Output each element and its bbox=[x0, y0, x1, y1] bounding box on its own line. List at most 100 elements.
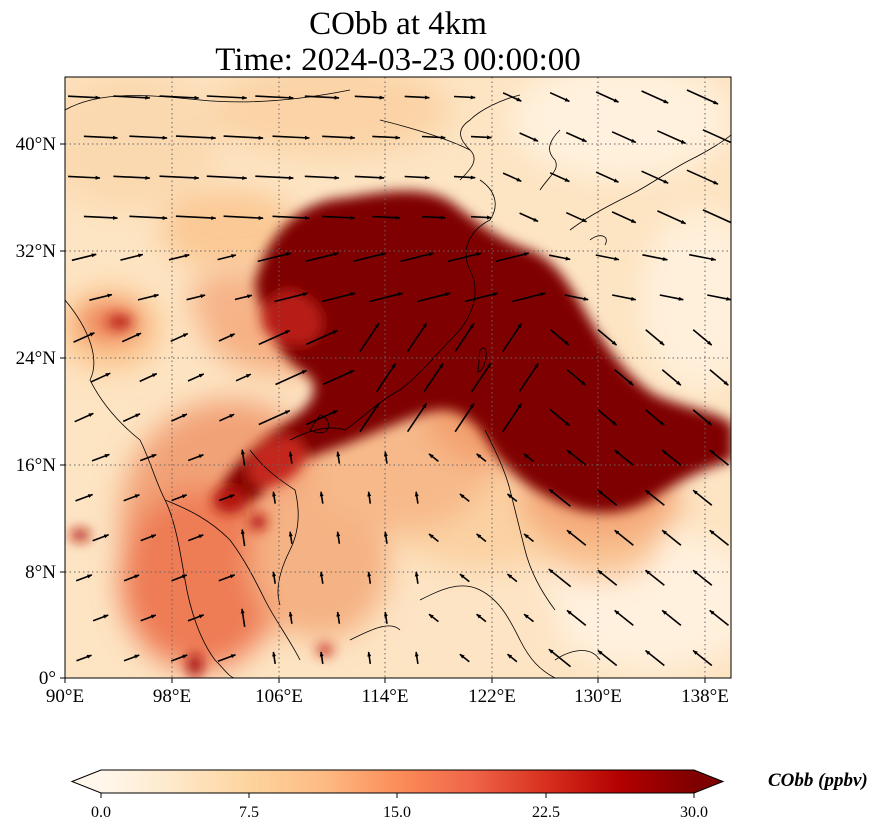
wind-arrow bbox=[240, 449, 246, 466]
wind-arrow bbox=[502, 402, 523, 433]
wind-arrow bbox=[223, 215, 264, 220]
wind-arrow bbox=[595, 91, 619, 103]
wind-arrow bbox=[288, 531, 293, 544]
wind-arrow bbox=[614, 529, 634, 546]
wind-arrow bbox=[223, 135, 264, 140]
wind-arrow bbox=[459, 653, 470, 663]
wind-arrow bbox=[417, 292, 451, 303]
wind-arrow bbox=[257, 252, 292, 263]
wind-arrow bbox=[642, 254, 668, 261]
wind-arrow bbox=[123, 654, 140, 662]
wind-arrow bbox=[470, 215, 492, 220]
wind-arrow bbox=[321, 292, 356, 303]
wind-arrow bbox=[304, 175, 340, 180]
map-area bbox=[65, 77, 731, 678]
wind-arrow bbox=[471, 362, 492, 393]
colorbar: 0.0 7.5 15.0 22.5 30.0 bbox=[70, 769, 725, 821]
lat-tick-0: 0° bbox=[39, 668, 56, 689]
wind-arrow bbox=[454, 402, 475, 433]
map-frame bbox=[64, 76, 732, 679]
wind-arrow bbox=[641, 90, 669, 104]
wind-arrow bbox=[123, 574, 140, 582]
wind-arrow bbox=[206, 95, 248, 100]
plot-title: CObb at 4km bbox=[309, 6, 487, 42]
wind-arrow bbox=[322, 135, 356, 140]
wind-arrow bbox=[549, 91, 570, 103]
wind-arrow bbox=[255, 175, 294, 180]
tick-marks bbox=[60, 143, 706, 683]
wind-arrow bbox=[306, 329, 338, 346]
wind-arrow bbox=[692, 409, 713, 426]
wind-arrow bbox=[549, 254, 571, 261]
wind-arrow bbox=[159, 95, 200, 100]
wind-arrow bbox=[383, 531, 388, 544]
wind-arrow bbox=[175, 135, 217, 140]
wind-arrow bbox=[122, 413, 141, 423]
lon-tick-90E: 90°E bbox=[46, 686, 84, 707]
wind-arrow bbox=[566, 529, 587, 546]
wind-arrow bbox=[707, 294, 731, 301]
wind-arrow bbox=[518, 362, 539, 393]
wind-arrow bbox=[258, 329, 291, 346]
wind-arrow bbox=[206, 175, 248, 180]
wind-arrow bbox=[507, 573, 518, 583]
wind-arrow bbox=[657, 210, 687, 225]
wind-arrow bbox=[702, 129, 731, 145]
wind-arrow bbox=[692, 649, 713, 667]
wind-arrow bbox=[612, 294, 637, 301]
wind-arrow bbox=[171, 494, 188, 502]
wind-arrow bbox=[75, 574, 93, 582]
wind-arrow bbox=[549, 172, 570, 183]
wind-arrow bbox=[186, 294, 206, 301]
lat-tick-labels: 0° 8°N 16°N 24°N 32°N 40°N bbox=[16, 134, 57, 689]
wind-arrow bbox=[414, 571, 419, 584]
wind-arrow bbox=[641, 170, 669, 184]
wind-arrow bbox=[502, 92, 522, 102]
wind-arrow bbox=[566, 449, 587, 466]
wind-arrow bbox=[187, 454, 204, 462]
wind-arrow bbox=[523, 613, 534, 623]
wind-arrow bbox=[319, 491, 324, 504]
wind-arrow bbox=[217, 653, 236, 662]
wind-arrow bbox=[502, 322, 523, 353]
wind-arrow bbox=[549, 408, 571, 427]
wind-arrow bbox=[68, 175, 101, 180]
colorbar-tick-0: 0.0 bbox=[91, 804, 111, 821]
wind-arrow bbox=[336, 531, 341, 544]
wind-arrow bbox=[258, 409, 291, 426]
wind-arrow bbox=[71, 253, 97, 262]
wind-arrow bbox=[219, 413, 235, 422]
wind-arrow bbox=[359, 402, 380, 433]
wind-arrow bbox=[372, 215, 401, 220]
wind-arrow bbox=[659, 294, 684, 301]
wind-arrow bbox=[372, 135, 401, 140]
colorbar-tick-3: 22.5 bbox=[532, 804, 560, 821]
wind-arrow bbox=[614, 609, 634, 627]
wind-arrow bbox=[275, 369, 307, 386]
wind-arrow bbox=[564, 294, 589, 301]
wind-arrow bbox=[459, 573, 470, 583]
wind-arrow bbox=[187, 373, 205, 382]
lat-tick-8N: 8°N bbox=[25, 562, 56, 583]
wind-arrow bbox=[476, 533, 487, 543]
wind-arrow bbox=[459, 493, 470, 503]
wind-arrow bbox=[507, 653, 518, 663]
wind-arrow bbox=[288, 611, 293, 624]
wind-arrow bbox=[421, 135, 446, 140]
wind-arrow bbox=[288, 451, 293, 464]
wind-arrow bbox=[519, 132, 539, 142]
wind-arrow bbox=[129, 215, 168, 220]
wind-arrow bbox=[709, 369, 729, 386]
wind-arrow bbox=[421, 215, 446, 220]
wind-arrow bbox=[495, 252, 530, 263]
wind-arrow bbox=[661, 449, 682, 466]
wind-arrow bbox=[692, 329, 713, 346]
wind-arrow bbox=[470, 135, 492, 140]
wind-arrow bbox=[170, 332, 189, 343]
wind-vectors bbox=[68, 89, 731, 668]
wind-arrow bbox=[645, 489, 665, 506]
colorbar-extend-low bbox=[72, 770, 101, 793]
wind-arrow bbox=[304, 95, 340, 100]
wind-arrow bbox=[709, 449, 729, 466]
wind-arrow bbox=[502, 172, 522, 183]
